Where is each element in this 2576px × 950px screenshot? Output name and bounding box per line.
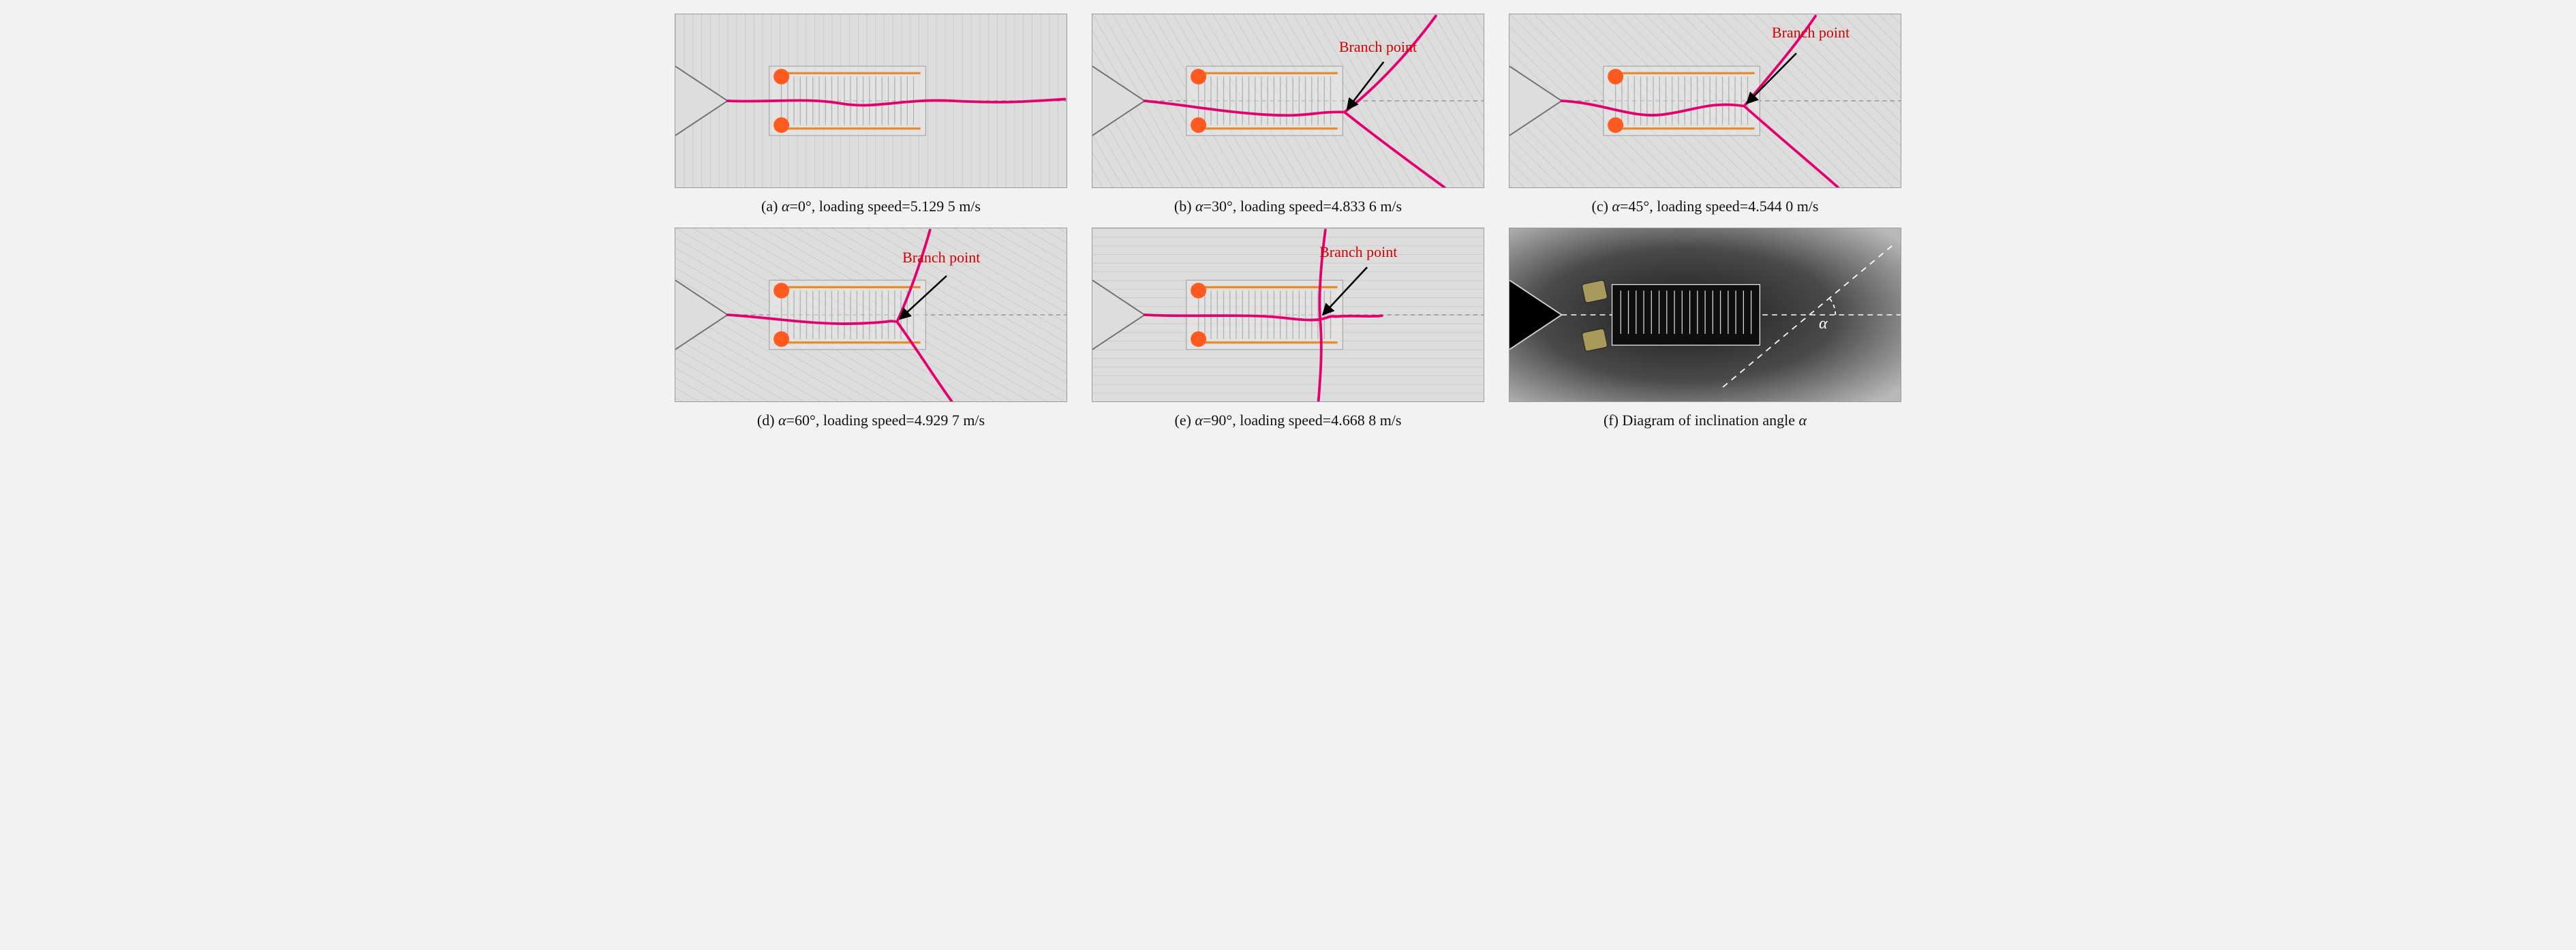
caption-speed: , loading speed=4.544 0 m/s [1649, 198, 1818, 215]
figure-cell-a: (a) α=0°, loading speed=5.129 5 m/s [675, 14, 1067, 215]
panel-f-svg [1509, 228, 1901, 401]
figure-cell-c: Branch point (c) α=45°, loading speed=4.5… [1509, 14, 1901, 215]
figure-cell-b: Branch point (b) α=30°, loading speed=4.8… [1092, 14, 1484, 215]
panel-d-svg [675, 228, 1067, 401]
caption-d: (d) α=60°, loading speed=4.929 7 m/s [757, 412, 985, 429]
panel-e [1092, 228, 1484, 402]
caption-alpha: α [1195, 198, 1203, 215]
caption-f: (f) Diagram of inclination angle α [1604, 412, 1807, 429]
caption-a: (a) α=0°, loading speed=5.129 5 m/s [761, 198, 981, 215]
panel-wrap-a [675, 14, 1067, 188]
panel-c-svg [1509, 14, 1901, 187]
panel-b [1092, 14, 1484, 188]
caption-b: (b) α=30°, loading speed=4.833 6 m/s [1174, 198, 1402, 215]
caption-prefix: (f) Diagram of inclination angle [1604, 412, 1799, 429]
panel-a [675, 14, 1067, 188]
panel-wrap-b: Branch point [1092, 14, 1484, 188]
panel-d [675, 228, 1067, 402]
panel-a-svg [675, 14, 1067, 187]
panel-wrap-e: Branch point [1092, 228, 1484, 402]
figure-cell-d: Branch point (d) α=60°, loading speed=4.9… [675, 228, 1067, 429]
caption-angle: =0° [789, 198, 811, 215]
panel-f [1509, 228, 1901, 402]
caption-c: (c) α=45°, loading speed=4.544 0 m/s [1592, 198, 1819, 215]
caption-speed: , loading speed=4.668 8 m/s [1232, 412, 1401, 429]
caption-prefix: (a) [761, 198, 782, 215]
panel-wrap-d: Branch point [675, 228, 1067, 402]
caption-angle: =45° [1620, 198, 1649, 215]
caption-angle: =90° [1203, 412, 1232, 429]
caption-speed: , loading speed=4.833 6 m/s [1233, 198, 1402, 215]
caption-angle: =60° [786, 412, 816, 429]
caption-prefix: (b) [1174, 198, 1195, 215]
caption-speed: , loading speed=4.929 7 m/s [816, 412, 985, 429]
caption-alpha: α [1612, 198, 1620, 215]
caption-alpha: α [1798, 412, 1807, 429]
figure-cell-f: α(f) Diagram of inclination angle α [1509, 228, 1901, 429]
caption-prefix: (e) [1175, 412, 1195, 429]
caption-speed: , loading speed=5.129 5 m/s [812, 198, 981, 215]
caption-e: (e) α=90°, loading speed=4.668 8 m/s [1175, 412, 1402, 429]
caption-alpha: α [782, 198, 790, 215]
figure-cell-e: Branch point (e) α=90°, loading speed=4.6… [1092, 228, 1484, 429]
panel-wrap-c: Branch point [1509, 14, 1901, 188]
alpha-symbol: α [1819, 315, 1828, 333]
caption-angle: =30° [1203, 198, 1233, 215]
panel-e-svg [1092, 228, 1484, 401]
caption-prefix: (d) [757, 412, 778, 429]
caption-alpha: α [1195, 412, 1203, 429]
caption-alpha: α [778, 412, 786, 429]
panel-wrap-f: α [1509, 228, 1901, 402]
caption-prefix: (c) [1592, 198, 1612, 215]
panel-b-svg [1092, 14, 1484, 187]
panel-c [1509, 14, 1901, 188]
